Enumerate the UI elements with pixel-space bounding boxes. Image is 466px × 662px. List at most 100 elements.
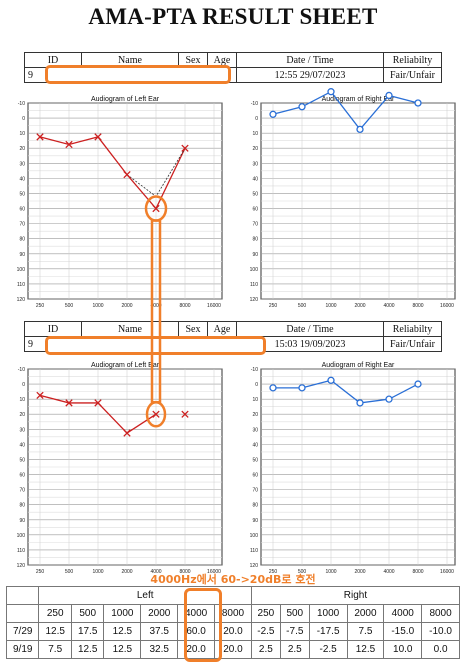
y-tick-label: 60 xyxy=(252,473,258,479)
x-tick-label: 2000 xyxy=(121,569,132,575)
data-point-stroke xyxy=(94,399,102,407)
data-point-circle xyxy=(269,110,277,118)
y-tick-label: 20 xyxy=(252,412,258,418)
y-tick-label: 120 xyxy=(250,297,259,303)
table-cell: 2.5 xyxy=(250,640,281,659)
table-cell: 2.5 xyxy=(279,640,310,659)
y-tick-label: 70 xyxy=(252,488,258,494)
y-tick-label: 20 xyxy=(19,412,25,418)
x-tick-label: 8000 xyxy=(179,569,190,575)
data-point-stroke xyxy=(65,399,73,407)
data-point-stroke xyxy=(36,133,44,141)
data-point-x xyxy=(36,391,44,400)
y-tick-label: 10 xyxy=(252,131,258,137)
y-tick-label: 0 xyxy=(255,382,258,388)
row-label: 9/19 xyxy=(5,640,40,659)
y-tick-label: -10 xyxy=(18,101,25,107)
table-cell: -17.5 xyxy=(308,622,348,641)
y-tick-label: 40 xyxy=(252,176,258,182)
y-tick-label: 100 xyxy=(250,267,259,273)
table-cell: 17.5 xyxy=(70,622,105,641)
table-row: 7/29 12.5 17.5 12.5 37.5 60.0 20.0 -2.5 -7.5 -17.… xyxy=(5,622,460,641)
data-point-stroke xyxy=(36,391,44,400)
data-point-stroke xyxy=(152,410,160,418)
y-tick-label: 50 xyxy=(252,191,258,197)
data-point-stroke xyxy=(152,204,160,213)
y-tick-label: 50 xyxy=(252,457,258,463)
table-row: 9/19 7.5 12.5 12.5 32.5 20.0 20.0 2.5 2.5 -2.5 12.… xyxy=(5,640,460,659)
corner-cell xyxy=(5,586,40,605)
column-header: 2000 xyxy=(346,604,385,623)
data-point-circle xyxy=(414,99,422,107)
data-point-stroke xyxy=(94,133,102,141)
x-tick-label: 1000 xyxy=(325,569,336,575)
x-tick-label: 2000 xyxy=(354,569,365,575)
y-tick-label: 0 xyxy=(22,116,25,122)
table-cell: 12.5 xyxy=(346,640,385,659)
y-tick-label: 0 xyxy=(22,382,25,388)
table-cell: -10.0 xyxy=(421,622,460,641)
x-tick-label: 500 xyxy=(65,569,74,575)
table-cell: 0.0 xyxy=(421,640,460,659)
data-point-circle xyxy=(269,384,277,392)
column-header: 250 xyxy=(38,604,72,623)
data-point-x xyxy=(94,399,102,407)
y-tick-label: 40 xyxy=(19,442,25,448)
x-tick-label: 4000 xyxy=(383,569,394,575)
y-tick-label: 120 xyxy=(250,563,259,569)
table-cell: -15.0 xyxy=(383,622,423,641)
redaction-box xyxy=(45,65,231,84)
y-tick-label: 10 xyxy=(252,397,258,403)
x-tick-label: 250 xyxy=(269,303,278,309)
column-header: 250 xyxy=(250,604,281,623)
x-tick-label: 1000 xyxy=(325,303,336,309)
column-header: 1000 xyxy=(308,604,348,623)
table-cell: 12.5 xyxy=(103,622,142,641)
x-tick-label: 16000 xyxy=(440,569,454,575)
y-tick-label: 30 xyxy=(19,161,25,167)
series-line xyxy=(273,379,419,404)
data-point-x xyxy=(94,133,102,141)
y-tick-label: 110 xyxy=(17,282,25,288)
chart-title: Audiogram of Right Ear xyxy=(322,362,395,369)
data-point-circle xyxy=(327,376,335,384)
y-tick-label: 70 xyxy=(252,222,258,228)
highlight-connector xyxy=(150,219,162,404)
x-tick-label: 8000 xyxy=(412,569,423,575)
data-point-circle xyxy=(298,103,306,111)
redaction-box xyxy=(45,336,266,355)
corner-cell xyxy=(5,604,40,623)
y-tick-label: 50 xyxy=(19,457,25,463)
x-tick-label: 2000 xyxy=(354,303,365,309)
y-tick-label: 70 xyxy=(19,222,25,228)
y-tick-label: -10 xyxy=(251,101,258,107)
highlight-circle xyxy=(144,195,168,222)
table-cell: 37.5 xyxy=(140,622,179,641)
data-point-x xyxy=(36,133,44,141)
group-header: Right xyxy=(250,586,461,605)
data-point-circle xyxy=(414,380,422,388)
y-tick-label: 30 xyxy=(19,427,25,433)
column-header: 500 xyxy=(70,604,105,623)
x-tick-label: 16000 xyxy=(207,303,221,309)
x-tick-label: 8000 xyxy=(412,303,423,309)
y-tick-label: 90 xyxy=(252,518,258,524)
table-cell: 12.5 xyxy=(70,640,105,659)
page-title: AMA-PTA RESULT SHEET xyxy=(88,4,378,29)
series-line xyxy=(272,90,419,131)
data-point-stroke xyxy=(123,170,131,179)
y-tick-label: 40 xyxy=(252,442,258,448)
data-point-stroke xyxy=(123,429,131,437)
column-header: 1000 xyxy=(103,604,142,623)
y-tick-label: 40 xyxy=(19,176,25,182)
data-point-x xyxy=(123,170,131,179)
table-cell: -2.5 xyxy=(308,640,348,659)
data-point-x xyxy=(181,410,189,418)
y-tick-label: 90 xyxy=(19,252,25,258)
y-tick-label: 60 xyxy=(19,473,25,479)
